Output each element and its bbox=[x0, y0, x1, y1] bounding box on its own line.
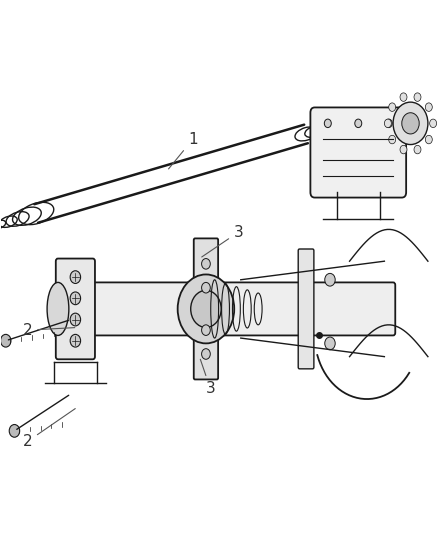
Circle shape bbox=[425, 135, 432, 144]
Circle shape bbox=[201, 259, 210, 269]
Circle shape bbox=[70, 292, 81, 305]
Circle shape bbox=[9, 424, 20, 437]
Circle shape bbox=[425, 103, 432, 111]
Circle shape bbox=[414, 93, 421, 101]
Text: 2: 2 bbox=[23, 322, 75, 337]
Circle shape bbox=[201, 325, 210, 335]
Circle shape bbox=[430, 119, 437, 127]
Ellipse shape bbox=[47, 282, 69, 335]
Text: 1: 1 bbox=[169, 132, 198, 169]
Circle shape bbox=[400, 146, 407, 154]
Circle shape bbox=[385, 119, 392, 127]
Circle shape bbox=[178, 274, 234, 343]
Circle shape bbox=[201, 282, 210, 293]
Circle shape bbox=[400, 93, 407, 101]
Circle shape bbox=[325, 337, 335, 350]
Text: 2: 2 bbox=[23, 409, 75, 449]
Circle shape bbox=[324, 119, 331, 127]
Circle shape bbox=[389, 135, 396, 144]
Text: 3: 3 bbox=[200, 359, 215, 396]
FancyBboxPatch shape bbox=[311, 108, 406, 198]
Circle shape bbox=[0, 334, 11, 347]
FancyBboxPatch shape bbox=[64, 282, 395, 335]
Circle shape bbox=[70, 313, 81, 326]
Circle shape bbox=[393, 102, 428, 144]
Circle shape bbox=[355, 119, 362, 127]
Circle shape bbox=[70, 271, 81, 284]
FancyBboxPatch shape bbox=[298, 249, 314, 369]
FancyBboxPatch shape bbox=[56, 259, 95, 359]
Circle shape bbox=[70, 334, 81, 347]
Circle shape bbox=[201, 349, 210, 359]
Text: 3: 3 bbox=[202, 224, 244, 257]
Circle shape bbox=[389, 103, 396, 111]
FancyBboxPatch shape bbox=[194, 238, 218, 379]
Circle shape bbox=[191, 290, 221, 327]
Circle shape bbox=[325, 273, 335, 286]
Circle shape bbox=[385, 119, 391, 127]
Circle shape bbox=[402, 113, 419, 134]
Circle shape bbox=[414, 146, 421, 154]
